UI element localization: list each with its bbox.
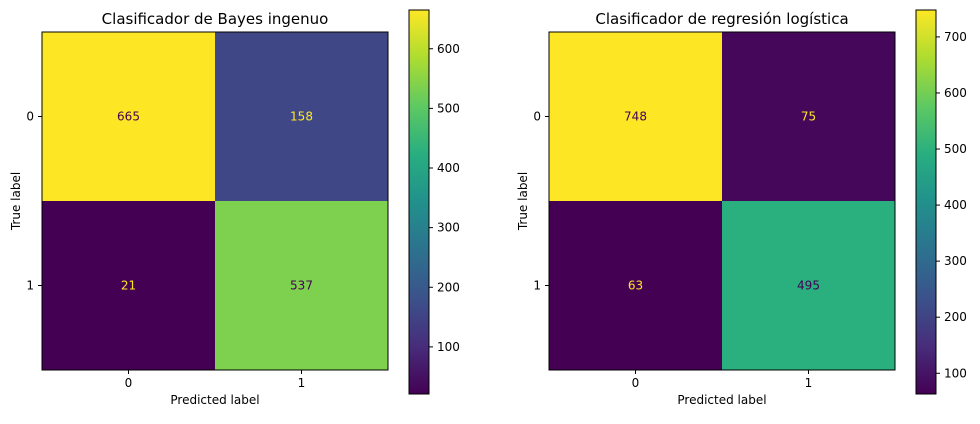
y-tick-label: 0 xyxy=(26,110,34,124)
colorbar xyxy=(409,10,429,394)
y-tick-label: 0 xyxy=(533,110,541,124)
heatmap-cell xyxy=(722,32,895,201)
x-tick-label: 0 xyxy=(125,376,133,390)
y-tick-label: 1 xyxy=(533,279,541,293)
cell-value-label: 665 xyxy=(117,110,140,124)
colorbar-tick-label: 700 xyxy=(944,30,967,44)
heatmap-cell xyxy=(215,32,388,201)
colorbar-tick-label: 100 xyxy=(944,366,967,380)
heatmap-cell xyxy=(42,201,215,370)
cell-value-label: 63 xyxy=(628,279,643,293)
colorbar-tick-label: 300 xyxy=(437,221,460,235)
colorbar-frame xyxy=(915,9,937,395)
cell-value-label: 748 xyxy=(624,110,647,124)
y-tick-label: 1 xyxy=(26,279,34,293)
colorbar xyxy=(916,10,936,394)
heatmap-cell xyxy=(549,201,722,370)
colorbar-tick-label: 500 xyxy=(944,142,967,156)
chart-title: Clasificador de regresión logística xyxy=(595,10,848,28)
colorbar-tick-label: 300 xyxy=(944,254,967,268)
heatmap-cell xyxy=(722,201,895,370)
colorbar-tick-label: 500 xyxy=(437,101,460,115)
colorbar-tick-label: 400 xyxy=(437,161,460,175)
axes-frame xyxy=(41,31,389,371)
heatmap-cell xyxy=(549,32,722,201)
confusion-matrix-panel-1: 665 158 21 537 0 1 0 1 Clasificador de Bayes ing… xyxy=(9,9,460,407)
cell-value-label: 21 xyxy=(121,279,136,293)
colorbar-tick-label: 200 xyxy=(944,310,967,324)
cell-value-label: 158 xyxy=(290,110,313,124)
confusion-matrix-panel-2: 748 75 63 495 0 1 0 1 Clasificador de regresión … xyxy=(516,9,967,407)
colorbar-tick-label: 600 xyxy=(437,42,460,56)
x-tick-label: 1 xyxy=(805,376,813,390)
colorbar-tick-label: 100 xyxy=(437,340,460,354)
axes-frame xyxy=(548,31,896,371)
y-axis-label: True label xyxy=(9,172,23,231)
cell-value-label: 495 xyxy=(797,279,820,293)
x-tick-label: 0 xyxy=(632,376,640,390)
y-axis-label: True label xyxy=(516,172,530,231)
heatmap-cell xyxy=(215,201,388,370)
heatmap-cell xyxy=(42,32,215,201)
colorbar-tick-label: 600 xyxy=(944,86,967,100)
colorbar-tick-label: 400 xyxy=(944,198,967,212)
colorbar-tick-label: 200 xyxy=(437,280,460,294)
colorbar-frame xyxy=(408,9,430,395)
chart-title: Clasificador de Bayes ingenuo xyxy=(102,10,329,28)
x-axis-label: Predicted label xyxy=(170,393,259,407)
x-tick-label: 1 xyxy=(298,376,306,390)
cell-value-label: 75 xyxy=(801,110,816,124)
cell-value-label: 537 xyxy=(290,279,313,293)
x-axis-label: Predicted label xyxy=(677,393,766,407)
